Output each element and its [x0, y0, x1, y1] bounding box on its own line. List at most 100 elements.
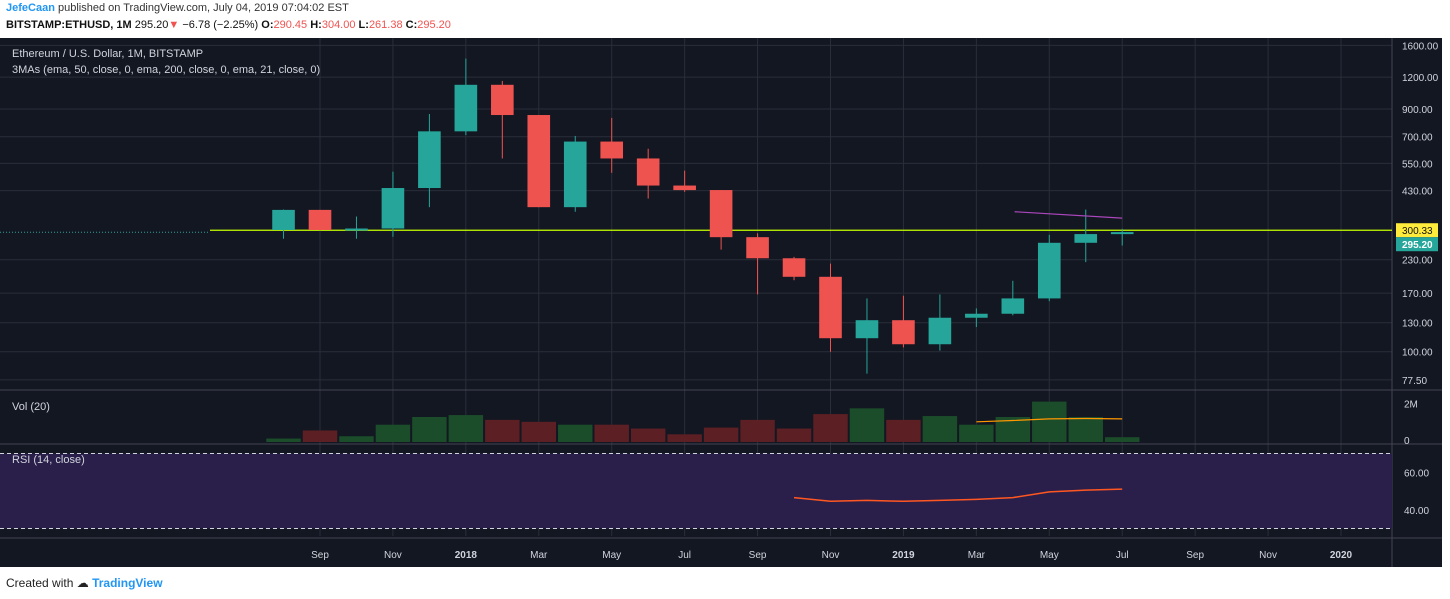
- candle: [345, 216, 368, 239]
- price-chart[interactable]: 1600.00 1200.00 900.00 700.00 550.00 430.00 23…: [0, 38, 1442, 567]
- down-arrow-icon: ▼: [168, 19, 180, 31]
- candle: [1037, 234, 1061, 302]
- time-tick-label: May: [1040, 550, 1059, 561]
- price-tick-label: 700.00: [1402, 133, 1433, 144]
- time-tick-label: Nov: [384, 550, 402, 561]
- volume-bar: [922, 416, 958, 442]
- time-tick-label: Mar: [530, 550, 548, 561]
- candle-body: [454, 84, 478, 132]
- last-price: 295.20: [134, 19, 169, 31]
- volume-bar: [594, 424, 629, 442]
- last-price-badge: [1396, 237, 1438, 252]
- volume-bars: [266, 401, 1140, 442]
- candle-body: [563, 141, 587, 208]
- rsi-indicator-label[interactable]: RSI (14, close): [12, 454, 85, 466]
- candle-body: [600, 141, 624, 159]
- candle-body: [1110, 232, 1134, 235]
- candle: [782, 256, 806, 281]
- candle-body: [345, 228, 368, 231]
- time-tick-label: May: [602, 550, 621, 561]
- price-tick-label: 550.00: [1402, 159, 1433, 170]
- time-tick-label: Nov: [822, 550, 840, 561]
- candle-body: [928, 317, 952, 345]
- candle: [454, 58, 478, 136]
- price-tick-label: 77.50: [1402, 376, 1427, 387]
- volume-bar: [1104, 437, 1140, 442]
- volume-bar: [886, 419, 921, 442]
- axes: 1600.00 1200.00 900.00 700.00 550.00 430.00 23…: [311, 41, 1438, 561]
- candle: [636, 148, 660, 199]
- high-label: H:: [310, 19, 322, 31]
- low-value: 261.38: [368, 19, 403, 31]
- candle-body: [381, 188, 405, 229]
- volume-bar: [959, 424, 994, 442]
- candle: [892, 295, 915, 348]
- high-value: 304.00: [321, 19, 356, 31]
- trend-line: [1014, 211, 1123, 219]
- candle-body: [965, 313, 988, 318]
- candles: [272, 58, 1134, 374]
- alert-price-label: 300.33: [1402, 226, 1433, 237]
- price-tick-label: 1200.00: [1402, 73, 1439, 84]
- candle: [1001, 280, 1025, 316]
- low-label: L:: [358, 19, 369, 31]
- volume-indicator-label[interactable]: Vol (20): [12, 401, 50, 413]
- candle-body: [709, 190, 733, 238]
- close-label: C:: [405, 19, 418, 31]
- candle-body: [746, 237, 769, 259]
- candle: [1074, 209, 1098, 263]
- candle-body: [1001, 298, 1025, 314]
- price-change: −6.78 (−2.25%): [182, 19, 259, 31]
- candle: [272, 209, 295, 239]
- volume-bar: [703, 427, 739, 442]
- volume-bar: [849, 408, 885, 442]
- volume-tick-label: 2M: [1404, 400, 1418, 411]
- candle: [563, 135, 587, 212]
- candle-body: [272, 209, 295, 230]
- candle-body: [1037, 242, 1061, 299]
- volume-bar: [412, 417, 447, 442]
- price-tick-label: 900.00: [1402, 105, 1433, 116]
- last-price-label: 295.20: [1402, 240, 1433, 251]
- footer: Created with ☁ TradingView: [6, 576, 163, 590]
- rsi-tick-label: 40.00: [1404, 506, 1429, 517]
- candle: [308, 209, 332, 231]
- rsi-line: [793, 488, 1123, 503]
- candle: [746, 233, 769, 295]
- candle-body: [308, 209, 332, 230]
- candle-body: [782, 258, 806, 277]
- tradingview-brand[interactable]: TradingView: [92, 576, 163, 590]
- volume-bar: [667, 434, 702, 442]
- publish-info: JefeCaan published on TradingView.com, J…: [6, 2, 349, 14]
- volume-bar: [375, 424, 411, 442]
- time-tick-label: Jul: [678, 550, 691, 561]
- rsi-tick-label: 60.00: [1404, 468, 1429, 479]
- candle-body: [673, 185, 696, 191]
- time-tick-label: 2020: [1330, 550, 1353, 561]
- volume-bar: [558, 424, 593, 442]
- candle: [819, 263, 842, 352]
- open-value: 290.45: [273, 19, 308, 31]
- volume-bar: [630, 428, 666, 442]
- time-tick-label: Nov: [1259, 550, 1277, 561]
- volume-bar: [740, 419, 775, 442]
- candle-body: [491, 84, 514, 116]
- time-tick-label: Sep: [311, 550, 329, 561]
- candle-body: [855, 320, 879, 339]
- volume-bar: [776, 428, 812, 442]
- candle: [709, 190, 733, 250]
- alert-price-badge: [1396, 223, 1438, 238]
- mas-indicator-label[interactable]: 3MAs (ema, 50, close, 0, ema, 200, close…: [12, 64, 320, 76]
- time-tick-label: 2019: [892, 550, 915, 561]
- volume-bar: [485, 419, 520, 442]
- open-label: O:: [261, 19, 274, 31]
- candle-body: [1074, 234, 1098, 243]
- created-with-text: Created with: [6, 576, 74, 590]
- symbol-ohlc-line: BITSTAMP:ETHUSD, 1M 295.20▼ −6.78 (−2.25…: [6, 19, 451, 31]
- overlay-lines: [976, 211, 1123, 423]
- volume-bar: [1068, 417, 1103, 442]
- chart-container[interactable]: 1600.00 1200.00 900.00 700.00 550.00 430.00 23…: [0, 38, 1442, 567]
- horizontal-line-layer: [0, 229, 1392, 233]
- author-name[interactable]: JefeCaan: [6, 2, 55, 14]
- time-tick-label: Sep: [749, 550, 767, 561]
